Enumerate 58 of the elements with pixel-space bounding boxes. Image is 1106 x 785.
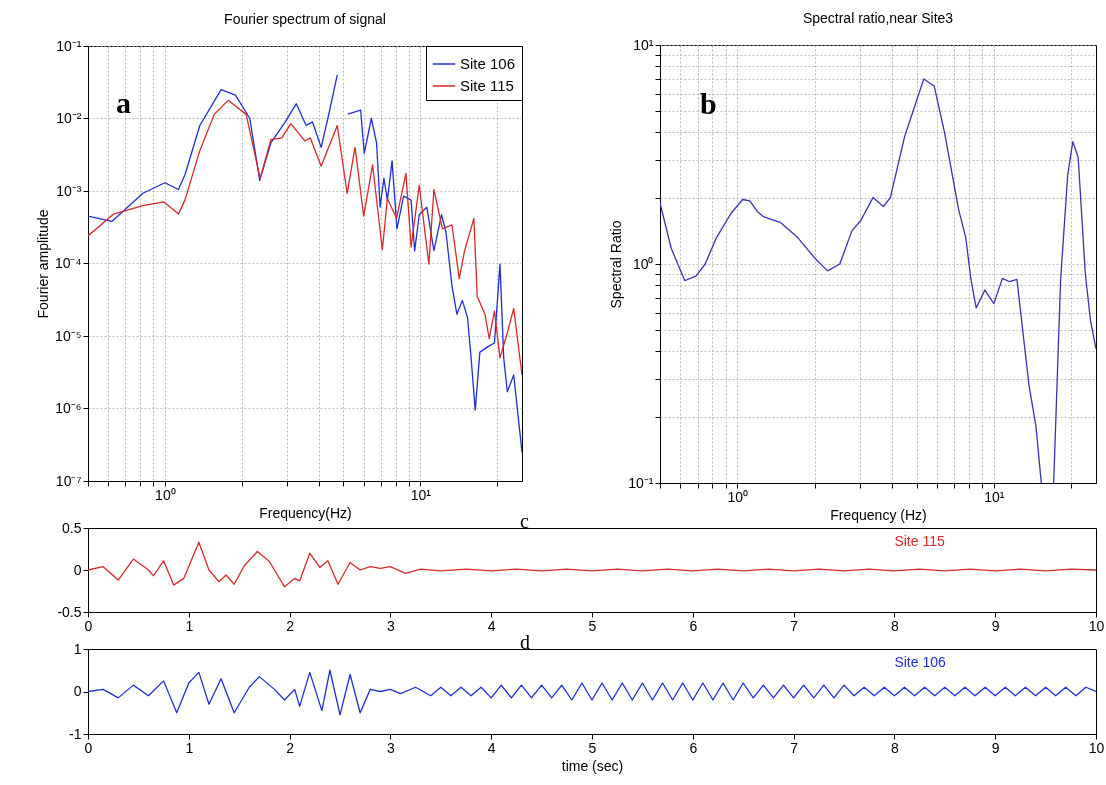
x-tick-label: 3 [387, 739, 395, 756]
y-tick-label: 0 [73, 683, 82, 699]
y-tick-label: 10⁻⁴ [54, 255, 82, 271]
y-tick-label: -0.5 [57, 603, 82, 620]
x-tick-label: 7 [790, 739, 799, 756]
y-tick-label: 10⁻³ [56, 182, 82, 199]
y-tick-label: 0.5 [62, 519, 82, 536]
x-tick-label: 10¹ [984, 488, 1005, 505]
x-axis-title: Frequency (Hz) [830, 506, 927, 523]
x-tick-label: 4 [487, 617, 496, 634]
x-tick-label: 4 [487, 739, 496, 756]
x-axis-title: time (sec) [561, 757, 624, 774]
y-tick-label: 10¹ [633, 36, 654, 53]
x-tick-label: 10 [1088, 617, 1105, 634]
y-axis-title: Fourier amplitude [34, 209, 51, 319]
annotation: d [520, 631, 530, 653]
y-tick-label: 10⁰ [632, 255, 654, 272]
y-tick-label: 10⁻⁷ [55, 472, 82, 489]
y-axis-title: Spectral Ratio [608, 220, 625, 309]
x-tick-label: 8 [891, 617, 899, 634]
x-tick-label: 9 [991, 617, 1000, 634]
y-tick-label: 10⁻¹ [56, 37, 82, 54]
x-tick-label: 8 [891, 739, 899, 756]
y-tick-label: 0 [73, 561, 82, 578]
y-tick-label: 10⁻⁵ [55, 327, 82, 344]
legend-label: Site 106 [460, 55, 516, 72]
x-tick-label: 5 [588, 617, 597, 634]
x-tick-label: 5 [588, 739, 597, 756]
x-tick-label: 0 [84, 617, 93, 634]
annotation: a [116, 86, 131, 119]
y-tick-label: 10⁻² [56, 110, 82, 126]
x-tick-label: 6 [689, 739, 698, 756]
x-tick-label: 3 [387, 617, 395, 634]
x-tick-label: 1 [185, 617, 194, 634]
chart-title: Spectral ratio,near Site3 [802, 10, 954, 26]
x-tick-label: 10⁰ [155, 486, 176, 503]
x-tick-label: 6 [689, 617, 698, 634]
y-tick-label: 10⁻⁶ [55, 400, 82, 416]
x-tick-label: 0 [84, 739, 93, 756]
x-tick-label: 2 [286, 617, 295, 634]
x-axis-title: Frequency(Hz) [259, 504, 352, 521]
x-tick-label: 2 [286, 739, 295, 756]
y-tick-label: 10⁻¹ [628, 474, 654, 491]
series-label: Site 115 [894, 533, 945, 549]
legend-label: Site 115 [460, 77, 514, 94]
y-tick-label: -1 [69, 725, 82, 742]
x-tick-label: 10¹ [410, 486, 432, 503]
annotation: c [520, 510, 529, 532]
annotation: b [700, 87, 717, 120]
x-tick-label: 7 [790, 617, 799, 634]
x-tick-label: 10⁰ [727, 488, 749, 505]
series-label: Site 106 [894, 654, 946, 670]
x-tick-label: 9 [991, 739, 1000, 756]
line-series [88, 669, 1096, 716]
x-tick-label: 1 [185, 739, 194, 756]
y-tick-label: 1 [73, 640, 82, 657]
x-tick-label: 10 [1088, 739, 1105, 756]
chart-title: Fourier spectrum of signal [224, 11, 386, 27]
